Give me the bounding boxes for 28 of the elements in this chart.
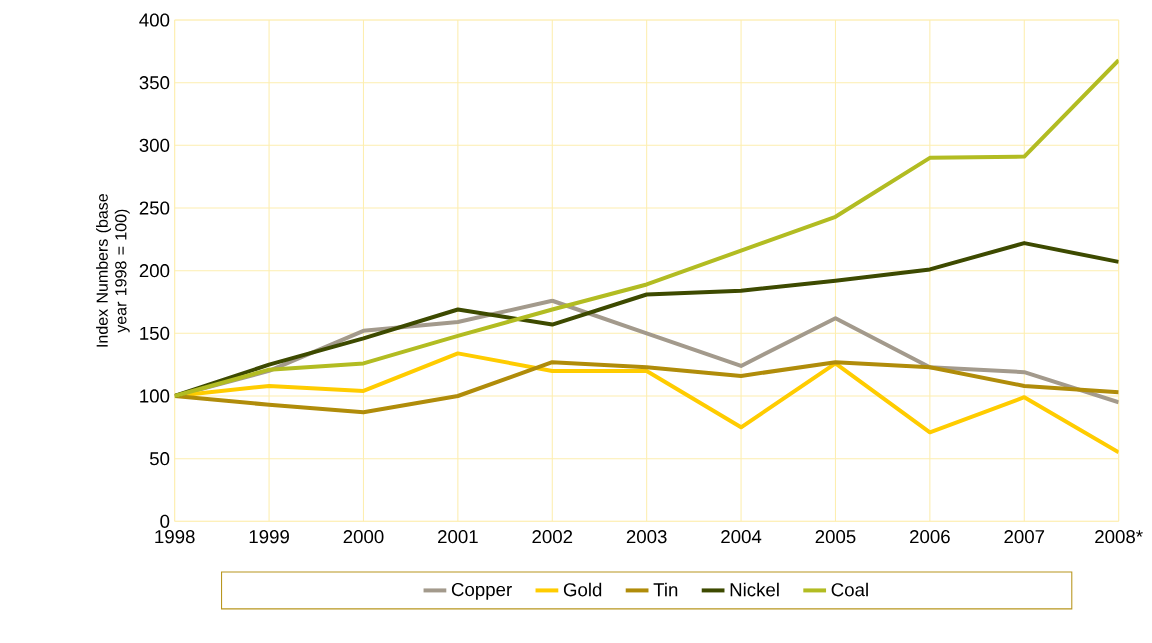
legend-label: Nickel [730,582,779,597]
x-tick-label: 2002 [532,530,573,544]
y-tick-label: 350 [139,76,170,90]
line-series [174,58,1119,399]
x-tick-label: 2001 [438,530,478,544]
y-tick-label: 150 [140,326,170,341]
y-tick-label: 300 [139,138,170,153]
y-axis-title: Index Numbers (base year 1998 = 100) [96,194,130,347]
legend-label: Tin [653,582,678,597]
x-tick-label: 2003 [626,530,667,544]
legend-label: Gold [563,582,602,597]
legend-label: Copper [451,583,512,600]
x-tick-label: 2004 [721,530,762,544]
y-tick-label: 400 [139,13,170,27]
x-tick-label: 1999 [249,530,289,544]
x-tick-label: 2008* [1095,530,1143,544]
y-tick-label: 0 [160,514,170,529]
y-tick-label: 250 [139,201,170,215]
x-tick-label: 2005 [815,530,856,544]
y-tick-label: 100 [140,389,170,403]
x-tick-label: 2006 [910,530,950,544]
legend-label: Coal [831,582,868,597]
y-tick-label: 200 [139,264,170,278]
x-tick-label: 2007 [1004,530,1045,544]
line-series [174,360,1119,415]
y-tick-label: 50 [149,452,170,466]
x-tick-label: 1998 [155,530,195,544]
x-tick-label: 2000 [343,530,384,544]
